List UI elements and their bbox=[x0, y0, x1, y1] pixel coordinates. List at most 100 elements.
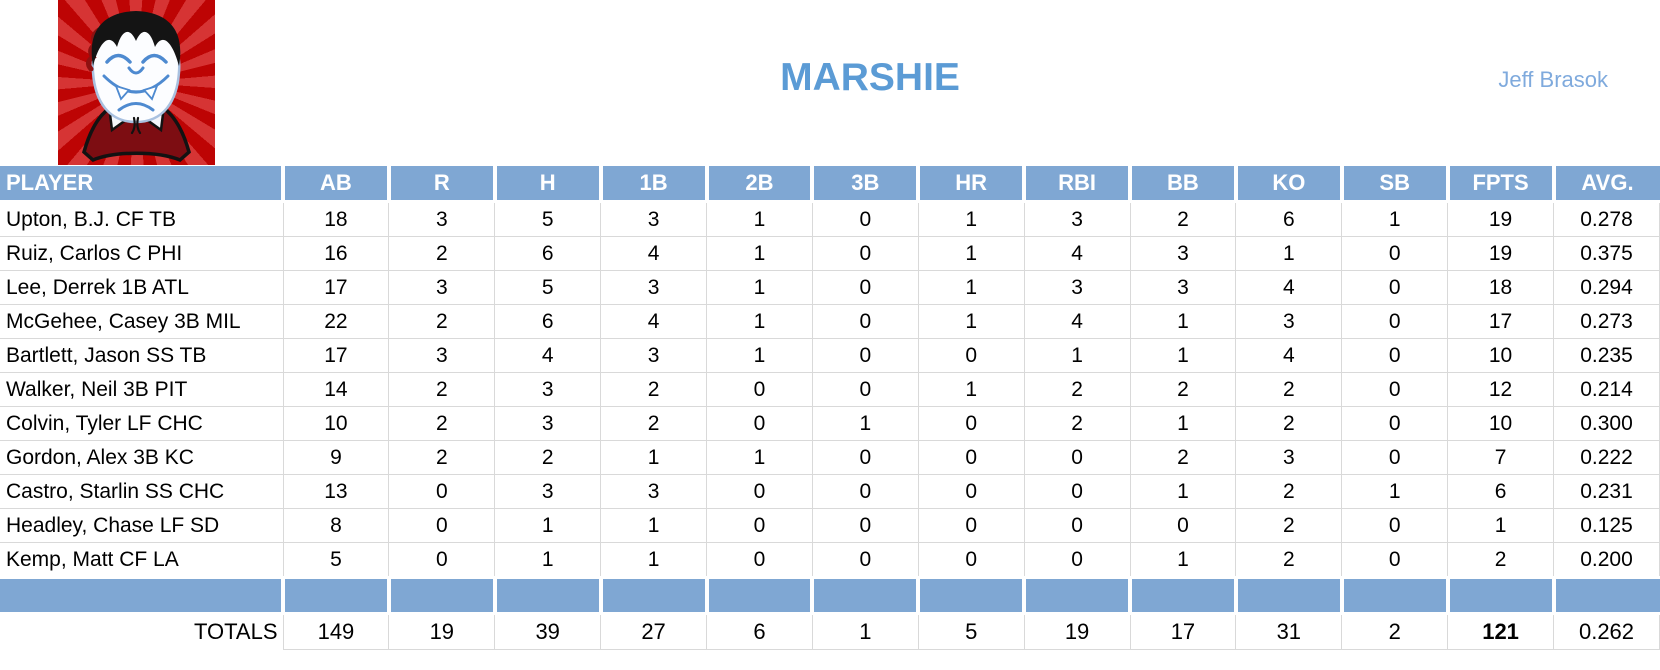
stat-cell[interactable]: 2 bbox=[494, 440, 602, 475]
stat-cell[interactable]: 0 bbox=[917, 508, 1025, 543]
stat-cell[interactable]: 0.278 bbox=[1553, 201, 1660, 237]
stat-cell[interactable]: 0.300 bbox=[1553, 406, 1660, 441]
stat-cell[interactable]: 1 bbox=[1129, 338, 1237, 373]
stat-cell[interactable]: 0 bbox=[1341, 508, 1449, 543]
player-name-cell[interactable]: Colvin, Tyler LF CHC bbox=[0, 406, 284, 441]
stat-cell[interactable]: 0.273 bbox=[1553, 304, 1660, 339]
stat-cell[interactable]: 1 bbox=[1129, 542, 1237, 578]
stat-cell[interactable]: 0 bbox=[1341, 440, 1449, 475]
stat-cell[interactable]: 1 bbox=[600, 542, 707, 578]
stat-cell[interactable]: 18 bbox=[282, 201, 390, 237]
stat-cell[interactable]: 3 bbox=[600, 474, 707, 509]
stat-cell[interactable]: 2 bbox=[388, 406, 496, 441]
stat-cell[interactable]: 1 bbox=[1341, 474, 1449, 509]
player-name-cell[interactable]: Castro, Starlin SS CHC bbox=[0, 474, 284, 509]
total-cell[interactable]: 1 bbox=[811, 613, 919, 650]
stat-cell[interactable]: 0 bbox=[706, 542, 813, 578]
stat-cell[interactable]: 17 bbox=[282, 338, 390, 373]
stat-cell[interactable]: 0.231 bbox=[1553, 474, 1660, 509]
stat-cell[interactable]: 2 bbox=[600, 406, 707, 441]
stat-cell[interactable]: 0 bbox=[1341, 270, 1449, 305]
total-cell[interactable]: 31 bbox=[1235, 613, 1343, 650]
stat-cell[interactable]: 1 bbox=[600, 440, 707, 475]
stat-cell[interactable]: 0 bbox=[706, 372, 813, 407]
stat-cell[interactable]: 0.214 bbox=[1553, 372, 1660, 407]
stat-cell[interactable]: 1 bbox=[1447, 508, 1554, 543]
stat-cell[interactable]: 4 bbox=[494, 338, 602, 373]
stat-cell[interactable]: 0 bbox=[1341, 372, 1449, 407]
column-header-player[interactable]: PLAYER bbox=[0, 166, 285, 203]
stat-cell[interactable]: 4 bbox=[600, 304, 707, 339]
player-name-cell[interactable]: Kemp, Matt CF LA bbox=[0, 542, 284, 578]
column-header-sb[interactable]: SB bbox=[1339, 166, 1450, 203]
stat-cell[interactable]: 1 bbox=[1023, 338, 1131, 373]
stat-cell[interactable]: 5 bbox=[494, 270, 602, 305]
stat-cell[interactable]: 1 bbox=[917, 304, 1025, 339]
stat-cell[interactable]: 0 bbox=[388, 508, 496, 543]
column-header-2b[interactable]: 2B bbox=[704, 166, 815, 203]
stat-cell[interactable]: 2 bbox=[1235, 542, 1343, 578]
column-header-1b[interactable]: 1B bbox=[598, 166, 709, 203]
stat-cell[interactable]: 0 bbox=[811, 270, 919, 305]
stat-cell[interactable]: 3 bbox=[1023, 270, 1131, 305]
stat-cell[interactable]: 3 bbox=[388, 338, 496, 373]
stat-cell[interactable]: 2 bbox=[1129, 201, 1237, 237]
stat-cell[interactable]: 0.125 bbox=[1553, 508, 1660, 543]
stat-cell[interactable]: 18 bbox=[1447, 270, 1554, 305]
stat-cell[interactable]: 2 bbox=[388, 440, 496, 475]
column-header-fpts[interactable]: FPTS bbox=[1445, 166, 1556, 203]
stat-cell[interactable]: 2 bbox=[1235, 406, 1343, 441]
stat-cell[interactable]: 17 bbox=[282, 270, 390, 305]
stat-cell[interactable]: 0 bbox=[811, 508, 919, 543]
stat-cell[interactable]: 6 bbox=[1447, 474, 1554, 509]
player-name-cell[interactable]: Ruiz, Carlos C PHI bbox=[0, 236, 284, 271]
stat-cell[interactable]: 0 bbox=[1341, 406, 1449, 441]
total-cell[interactable]: 5 bbox=[917, 613, 1025, 650]
stat-cell[interactable]: 3 bbox=[494, 372, 602, 407]
stat-cell[interactable]: 2 bbox=[1235, 474, 1343, 509]
stat-cell[interactable]: 0.200 bbox=[1553, 542, 1660, 578]
total-cell[interactable]: 39 bbox=[494, 613, 602, 650]
player-name-cell[interactable]: Gordon, Alex 3B KC bbox=[0, 440, 284, 475]
total-cell[interactable]: 27 bbox=[600, 613, 707, 650]
stat-cell[interactable]: 1 bbox=[706, 440, 813, 475]
stat-cell[interactable]: 0 bbox=[811, 542, 919, 578]
stat-cell[interactable]: 1 bbox=[706, 201, 813, 237]
stat-cell[interactable]: 0 bbox=[811, 236, 919, 271]
stat-cell[interactable]: 2 bbox=[388, 372, 496, 407]
stat-cell[interactable]: 17 bbox=[1447, 304, 1554, 339]
stat-cell[interactable]: 2 bbox=[1235, 372, 1343, 407]
stat-cell[interactable]: 1 bbox=[706, 236, 813, 271]
stat-cell[interactable]: 0 bbox=[1023, 508, 1131, 543]
stat-cell[interactable]: 3 bbox=[1129, 236, 1237, 271]
player-name-cell[interactable]: Headley, Chase LF SD bbox=[0, 508, 284, 543]
stat-cell[interactable]: 5 bbox=[282, 542, 390, 578]
total-cell[interactable]: 19 bbox=[1023, 613, 1131, 650]
stat-cell[interactable]: 19 bbox=[1447, 201, 1554, 237]
stat-cell[interactable]: 0 bbox=[917, 406, 1025, 441]
stat-cell[interactable]: 2 bbox=[1235, 508, 1343, 543]
column-header-bb[interactable]: BB bbox=[1128, 166, 1238, 203]
stat-cell[interactable]: 0 bbox=[1129, 508, 1237, 543]
stat-cell[interactable]: 0 bbox=[811, 201, 919, 237]
stat-cell[interactable]: 0 bbox=[706, 508, 813, 543]
stat-cell[interactable]: 3 bbox=[600, 338, 707, 373]
column-header-ko[interactable]: KO bbox=[1233, 166, 1344, 203]
stat-cell[interactable]: 0.294 bbox=[1553, 270, 1660, 305]
stat-cell[interactable]: 1 bbox=[917, 270, 1025, 305]
stat-cell[interactable]: 2 bbox=[1023, 372, 1131, 407]
column-header-hr[interactable]: HR bbox=[916, 166, 1027, 203]
stat-cell[interactable]: 4 bbox=[600, 236, 707, 271]
stat-cell[interactable]: 4 bbox=[1023, 304, 1131, 339]
stat-cell[interactable]: 6 bbox=[494, 304, 602, 339]
stat-cell[interactable]: 1 bbox=[1129, 474, 1237, 509]
stat-cell[interactable]: 1 bbox=[1341, 201, 1449, 237]
stat-cell[interactable]: 6 bbox=[1235, 201, 1343, 237]
stat-cell[interactable]: 2 bbox=[600, 372, 707, 407]
total-cell[interactable]: 6 bbox=[706, 613, 813, 650]
stat-cell[interactable]: 0 bbox=[811, 440, 919, 475]
stat-cell[interactable]: 2 bbox=[388, 304, 496, 339]
stat-cell[interactable]: 14 bbox=[282, 372, 390, 407]
stat-cell[interactable]: 0 bbox=[1341, 338, 1449, 373]
stat-cell[interactable]: 3 bbox=[1023, 201, 1131, 237]
